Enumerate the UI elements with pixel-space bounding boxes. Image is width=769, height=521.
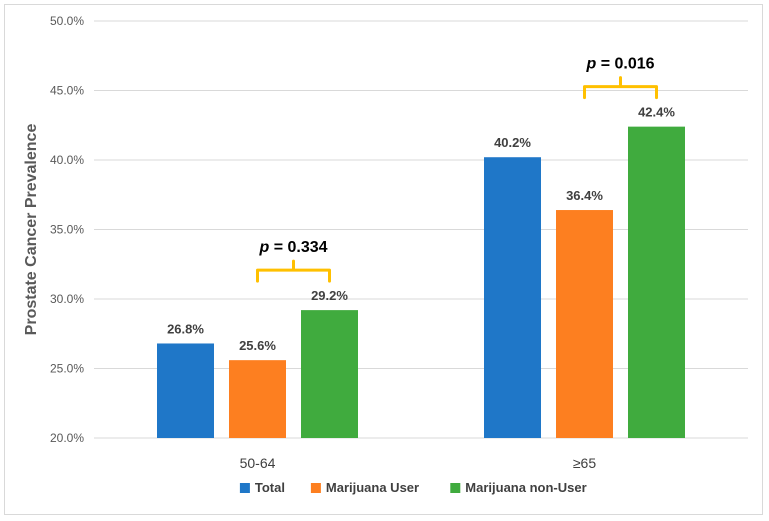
p-value-text: = 0.016 xyxy=(596,56,654,73)
y-tick-label: 50.0% xyxy=(50,14,84,28)
y-tick-label: 40.0% xyxy=(50,153,84,167)
data-label: 26.8% xyxy=(167,321,204,336)
legend-swatch xyxy=(239,483,250,493)
p-value-text: = 0.334 xyxy=(269,239,327,256)
y-tick-label: 35.0% xyxy=(50,223,84,237)
legend-label: Marijuana non-User xyxy=(465,480,586,495)
y-tick-label: 45.0% xyxy=(50,84,84,98)
x-tick-label: ≥65 xyxy=(573,455,596,471)
y-tick-label: 30.0% xyxy=(50,292,84,306)
data-label: 42.4% xyxy=(638,105,675,120)
legend-swatch xyxy=(450,483,461,493)
bar xyxy=(556,210,613,438)
data-label: 36.4% xyxy=(566,188,603,203)
legend-swatch xyxy=(310,483,321,493)
data-label: 25.6% xyxy=(239,338,276,353)
significance-bracket xyxy=(256,259,331,283)
bar xyxy=(157,343,214,438)
p-symbol: p xyxy=(258,239,269,256)
p-symbol: p xyxy=(585,56,596,73)
bar xyxy=(484,157,541,438)
y-tick-label: 20.0% xyxy=(50,431,84,445)
y-axis-label: Prostate Cancer Prevalence xyxy=(23,124,40,336)
legend-label: Marijuana User xyxy=(326,480,419,495)
y-tick-label: 25.0% xyxy=(50,362,84,376)
significance-bracket xyxy=(583,76,658,100)
legend-label: Total xyxy=(255,480,285,495)
data-label: 29.2% xyxy=(311,288,348,303)
p-value-label: p = 0.016 xyxy=(585,56,654,73)
p-value-label: p = 0.334 xyxy=(258,239,327,256)
bar xyxy=(229,360,286,438)
bar xyxy=(301,310,358,438)
bar xyxy=(628,126,685,438)
x-tick-label: 50-64 xyxy=(240,455,276,471)
data-label: 40.2% xyxy=(494,135,531,150)
